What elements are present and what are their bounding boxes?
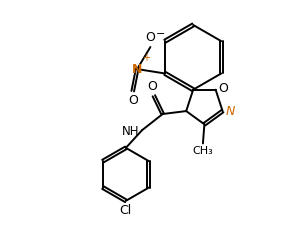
Text: N: N	[132, 62, 142, 76]
Text: Cl: Cl	[120, 204, 132, 217]
Text: +: +	[142, 52, 150, 62]
Text: O: O	[145, 31, 155, 44]
Text: −: −	[155, 29, 165, 39]
Text: CH₃: CH₃	[193, 146, 213, 156]
Text: O: O	[148, 80, 157, 94]
Text: N: N	[226, 104, 235, 118]
Text: O: O	[218, 82, 228, 95]
Text: NH: NH	[122, 125, 140, 138]
Text: O: O	[128, 94, 138, 107]
